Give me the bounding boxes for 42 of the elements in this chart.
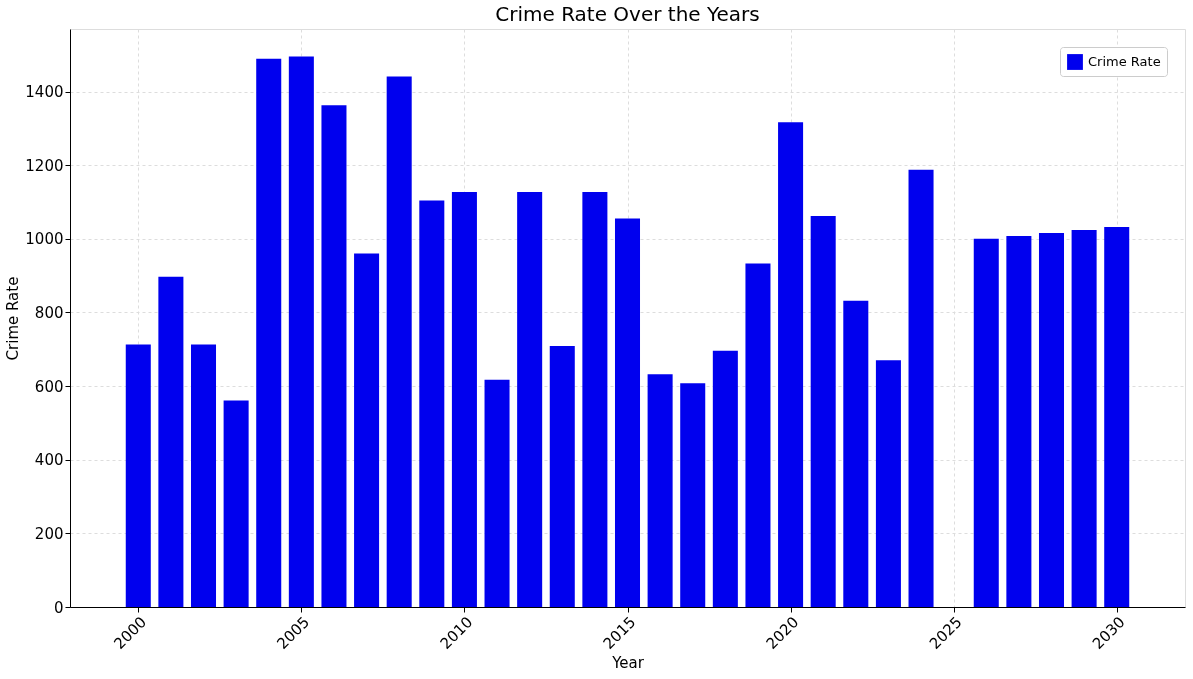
bar	[354, 253, 380, 607]
bar	[875, 360, 901, 607]
y-tick-label: 1000	[25, 230, 64, 249]
x-axis-title: Year	[611, 654, 645, 673]
y-tick-label: 400	[34, 451, 64, 470]
bar	[223, 400, 249, 607]
bar	[973, 238, 999, 607]
bar	[386, 76, 412, 607]
bar	[517, 192, 543, 607]
bar	[419, 200, 445, 607]
bar	[288, 56, 314, 607]
bar	[158, 276, 184, 607]
bar	[778, 122, 804, 607]
bar	[614, 218, 641, 607]
bar	[843, 300, 869, 607]
bar	[451, 192, 477, 607]
bar	[680, 383, 706, 607]
bar	[810, 216, 836, 607]
bar	[745, 263, 771, 607]
y-tick-label: 200	[34, 524, 64, 543]
bar	[190, 344, 217, 607]
bar	[125, 344, 151, 607]
bar	[1006, 235, 1032, 607]
bar	[647, 374, 673, 607]
y-tick-label: 0	[53, 598, 64, 617]
y-tick-label: 800	[34, 303, 64, 322]
y-tick-label: 600	[34, 377, 64, 396]
bar	[256, 58, 282, 607]
y-axis-title: Crime Rate	[4, 276, 23, 361]
bar	[712, 350, 738, 607]
y-tick-label: 1400	[25, 83, 64, 102]
bar	[908, 169, 934, 607]
bar	[1071, 230, 1097, 607]
bar	[1038, 232, 1065, 607]
bar	[582, 192, 608, 607]
legend-label: Crime Rate	[1088, 54, 1161, 69]
chart-title: Crime Rate Over the Years	[495, 2, 760, 26]
y-tick-label: 1200	[25, 156, 64, 175]
bar	[321, 105, 347, 607]
bar	[484, 379, 510, 607]
bar	[1104, 227, 1130, 607]
bar	[549, 345, 575, 607]
